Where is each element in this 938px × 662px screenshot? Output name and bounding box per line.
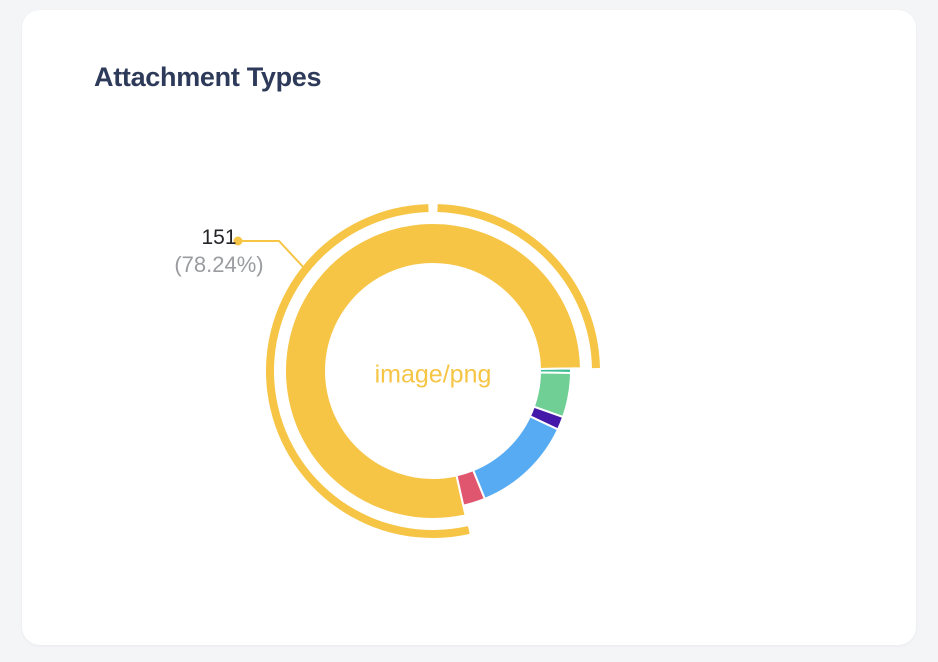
card-title: Attachment Types: [94, 62, 322, 92]
callout-leader-line: [242, 240, 307, 271]
pie-slice-5[interactable]: [455, 469, 486, 507]
callout-leader-dot: [233, 236, 243, 246]
selected-slice-highlight-ring: [437, 204, 600, 369]
attachment-types-card: Attachment Types: [22, 10, 916, 645]
pie-slice-0-image-png[interactable]: [284, 222, 582, 520]
pie-slice-4[interactable]: [472, 415, 559, 500]
